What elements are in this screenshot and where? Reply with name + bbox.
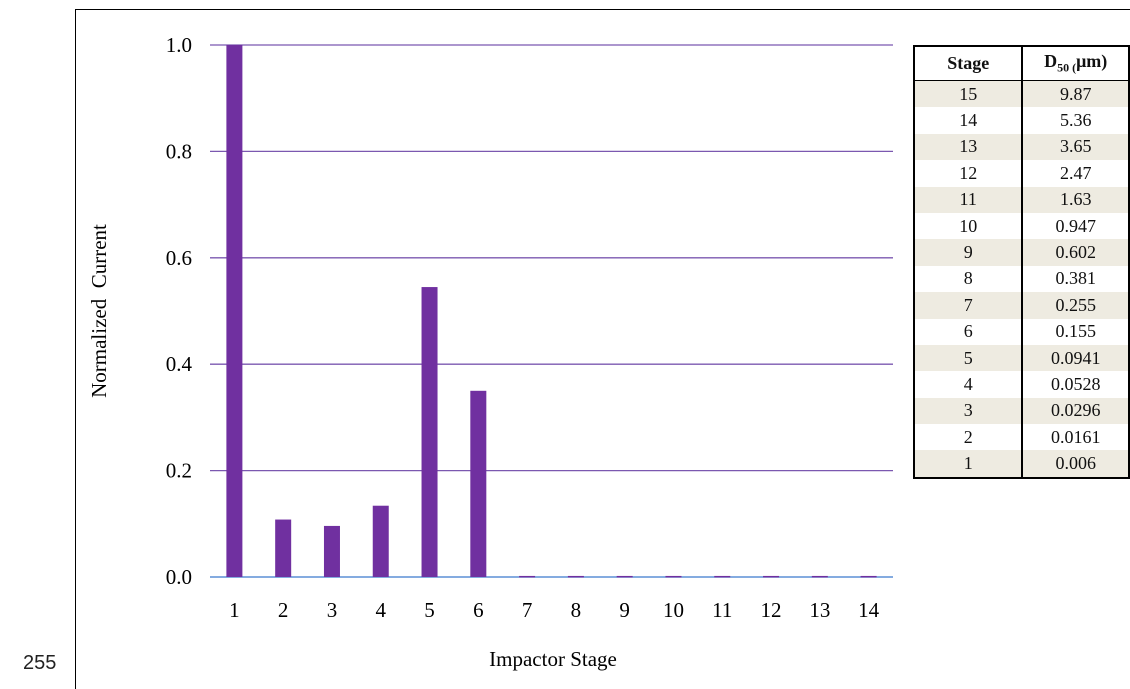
table-row: 9 0.602	[914, 239, 1129, 266]
table-row: 5 0.0941	[914, 344, 1129, 372]
stage-cell: 12	[959, 162, 978, 183]
stage-cell: 14	[959, 110, 978, 131]
y-tick-label: 0.6	[166, 246, 192, 270]
bar-stage-14	[860, 575, 877, 578]
bar-stage-12	[763, 575, 780, 578]
stage-cell: 1	[914, 450, 1023, 478]
table-row: 10 0.947	[914, 212, 1129, 240]
stage-cell: 7	[914, 292, 1023, 319]
bars	[226, 45, 877, 578]
stage-cell: 10	[959, 215, 978, 236]
table-row: 8 0.381	[914, 265, 1129, 293]
y-tick-label: 1.0	[166, 33, 192, 57]
stage-cell: 8	[963, 268, 973, 289]
y-tick-label: 0.0	[166, 565, 192, 589]
bar-stage-1	[226, 45, 243, 577]
header-d50-sub: 50 (	[1057, 60, 1077, 75]
header-d50-main: D	[1044, 51, 1058, 72]
d50-cell: 0.255	[1021, 292, 1129, 319]
stage-cell: 11	[914, 186, 1023, 213]
header-stage: Stage	[914, 46, 1023, 81]
line-number: 255	[23, 652, 57, 674]
bar-stage-11	[714, 575, 731, 578]
bar-stage-6	[470, 390, 487, 577]
stage-cell: 6	[963, 321, 973, 342]
header-d50-unit: μm)	[1076, 51, 1108, 72]
table-row: 14 5.36	[914, 107, 1129, 134]
table-row: 12 2.47	[914, 160, 1129, 187]
bar-stage-3	[323, 525, 340, 577]
figure-frame	[75, 9, 1130, 689]
y-tick-label: 0.8	[166, 139, 192, 163]
y-tick-label: 0.2	[166, 459, 192, 483]
x-tick-label: 14	[858, 598, 880, 622]
table-header-row: Stage D50 (μm)	[914, 46, 1129, 81]
stage-cell: 3	[914, 397, 1023, 425]
x-tick-label: 9	[619, 598, 630, 622]
x-tick-label: 3	[327, 598, 338, 622]
table-row: 13 3.65	[914, 133, 1129, 161]
header-d50: D50 (μm)	[1021, 46, 1129, 81]
grid-lines	[210, 44, 893, 578]
d50-cell: 0.947	[1021, 212, 1129, 240]
x-axis-label: Impactor Stage	[489, 647, 617, 671]
stage-cell: 9	[914, 239, 1023, 266]
x-tick-label: 13	[809, 598, 830, 622]
d50-cell: 2.47	[1021, 160, 1129, 187]
stage-cell: 5	[914, 344, 1023, 372]
stage-cell: 4	[963, 373, 973, 394]
table-row: 6 0.155	[914, 318, 1129, 345]
bar-stage-5	[421, 287, 438, 577]
d50-cell: 0.0296	[1021, 397, 1129, 425]
table-row: 3 0.0296	[914, 397, 1129, 425]
d50-cell: 0.0161	[1021, 424, 1129, 451]
x-tick-label: 12	[761, 598, 782, 622]
x-tick-label: 5	[424, 598, 435, 622]
table-row: 1 0.006	[914, 450, 1129, 478]
x-tick-label: 4	[376, 598, 387, 622]
bar-stage-13	[811, 575, 828, 578]
table-row: 15 9.87	[914, 80, 1129, 108]
table-row: 2 0.0161	[914, 424, 1129, 451]
d50-cell: 0.381	[1021, 265, 1129, 293]
d50-cell: 1.63	[1021, 186, 1129, 213]
stage-cell: 13	[914, 133, 1023, 161]
bar-stage-8	[567, 575, 584, 578]
d50-cell: 5.36	[1021, 107, 1129, 134]
table-row: 4 0.0528	[914, 371, 1129, 398]
x-tick-label: 6	[473, 598, 484, 622]
d50-cell: 0.602	[1021, 239, 1129, 266]
y-tick-labels: 0.0 0.2 0.4 0.6 0.8 1.0	[166, 33, 193, 589]
d50-cell: 0.0528	[1021, 371, 1129, 398]
table-row: 11 1.63	[914, 186, 1129, 213]
y-axis-label: Normalized Current	[87, 224, 111, 398]
d50-cell: 0.155	[1021, 318, 1129, 345]
d50-cell: 9.87	[1021, 80, 1129, 108]
x-tick-label: 2	[278, 598, 289, 622]
x-tick-label: 8	[571, 598, 582, 622]
stage-cell: 2	[963, 426, 973, 447]
stage-cell: 15	[914, 80, 1023, 108]
d50-cell: 0.006	[1021, 450, 1129, 478]
table-row: 7 0.255	[914, 292, 1129, 319]
table-body: 15 9.87 14 5.36 13 3.65 12 2.47 11 1.63 10 0.947 9 0.…	[914, 80, 1129, 478]
impactor-bar-chart: 1 2 3 4 5 6 7 8 9 10 11 12 13 14 0.00.20.40.60.81.0 I…	[87, 33, 893, 671]
x-tick-label: 7	[522, 598, 533, 622]
bar-stage-9	[616, 575, 633, 578]
x-tick-labels: 1 2 3 4 5 6 7 8 9 10 11 12 13 14	[229, 598, 879, 622]
y-tick-label: 0.4	[166, 352, 193, 376]
x-tick-label: 1	[229, 598, 240, 622]
stage-d50-table: Stage D50 (μm) 15 9.87 14 5.36 13 3.65 12 2.47 1…	[913, 45, 1130, 479]
x-tick-label: 11	[712, 598, 732, 622]
bar-stage-10	[665, 575, 682, 578]
x-tick-label: 10	[663, 598, 684, 622]
d50-cell: 0.0941	[1021, 344, 1129, 372]
bar-stage-4	[372, 505, 389, 577]
bar-stage-7	[519, 575, 536, 578]
bar-stage-2	[275, 519, 292, 577]
d50-cell: 3.65	[1021, 133, 1129, 161]
